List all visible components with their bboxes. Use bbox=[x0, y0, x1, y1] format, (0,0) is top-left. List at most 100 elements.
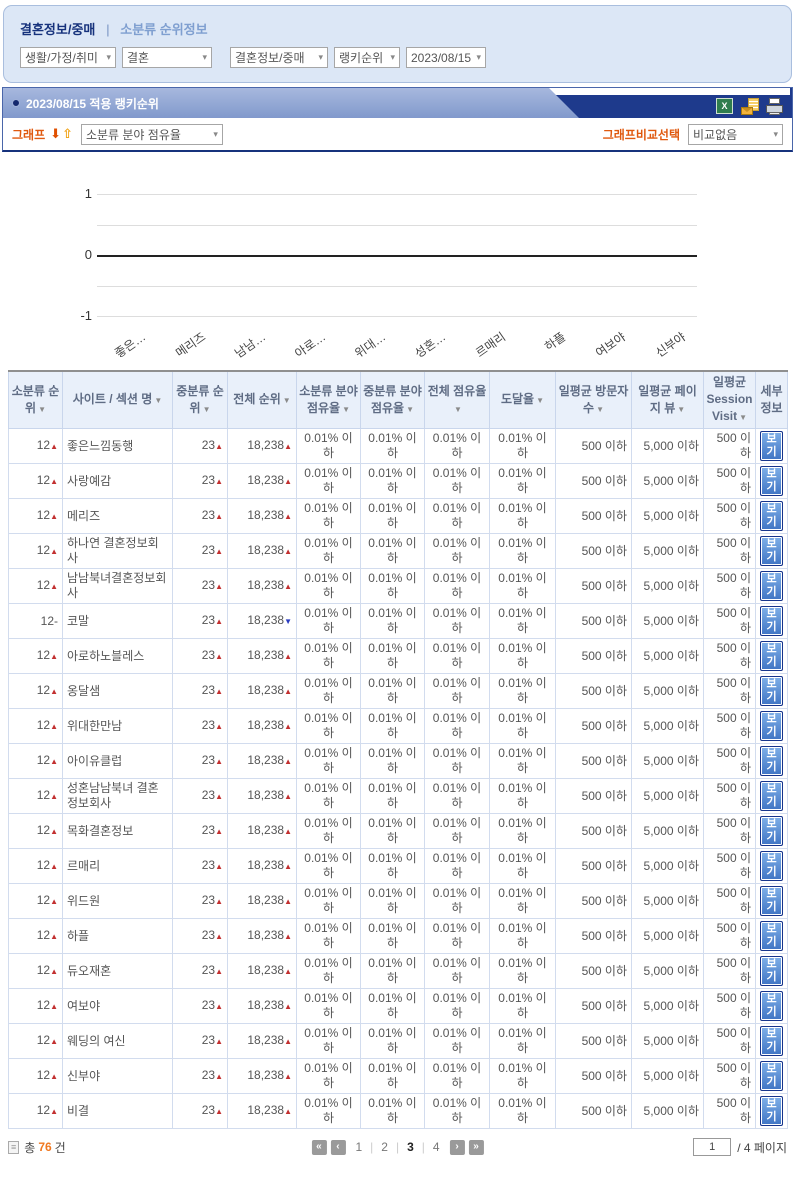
view-detail-button[interactable]: 보기 bbox=[760, 886, 783, 916]
column-header-3[interactable]: 중분류 순위 ▼ bbox=[172, 370, 228, 429]
print-icon[interactable] bbox=[766, 98, 784, 115]
site-name-cell[interactable]: 목화결혼정보 bbox=[62, 813, 173, 849]
daily-visitors-cell: 500 이하 bbox=[555, 988, 632, 1024]
column-header-label: 세부 정보 bbox=[760, 384, 783, 415]
sort-desc-icon[interactable]: ▼ bbox=[536, 396, 545, 405]
view-detail-button[interactable]: 보기 bbox=[760, 781, 783, 811]
view-detail-button[interactable]: 보기 bbox=[760, 851, 783, 881]
filter-select-2[interactable]: 결혼 ▾ bbox=[122, 47, 212, 68]
view-detail-button[interactable]: 보기 bbox=[760, 711, 783, 741]
sort-desc-icon[interactable]: ▼ bbox=[342, 404, 351, 414]
view-detail-button[interactable]: 보기 bbox=[760, 921, 783, 951]
page-number-2[interactable]: 2 bbox=[381, 1140, 388, 1154]
site-name-cell[interactable]: 비결 bbox=[62, 1093, 173, 1129]
excel-icon[interactable]: X bbox=[716, 98, 734, 115]
sort-desc-icon[interactable]: ▼ bbox=[596, 404, 604, 414]
next-page-button[interactable]: › bbox=[449, 1139, 465, 1155]
up-triangle-icon: ▲ bbox=[50, 477, 58, 486]
mail-icon[interactable] bbox=[741, 98, 759, 115]
view-detail-button[interactable]: 보기 bbox=[760, 1061, 783, 1091]
column-header-4[interactable]: 전체 순위 ▼ bbox=[227, 370, 297, 429]
column-header-5[interactable]: 소분류 분야 점유율 ▼ bbox=[296, 370, 361, 429]
sort-asc-arrow-icon[interactable]: ⇧ bbox=[62, 126, 73, 141]
view-detail-button[interactable]: 보기 bbox=[760, 571, 783, 601]
view-detail-button[interactable]: 보기 bbox=[760, 956, 783, 986]
site-name-cell[interactable]: 옹달샘 bbox=[62, 673, 173, 709]
site-name-cell[interactable]: 성혼남남북녀 결혼정보회사 bbox=[62, 778, 173, 814]
column-header-9[interactable]: 일평균 방문자 수 ▼ bbox=[555, 370, 632, 429]
column-header-6[interactable]: 중분류 분야 점유율 ▼ bbox=[360, 370, 425, 429]
prev-page-button[interactable]: ‹ bbox=[330, 1139, 346, 1155]
total-share-cell: 0.01% 이하 bbox=[424, 953, 490, 989]
first-page-button[interactable]: « bbox=[311, 1139, 327, 1155]
view-detail-button[interactable]: 보기 bbox=[760, 816, 783, 846]
site-name-cell[interactable]: 남남북녀결혼정보회사 bbox=[62, 568, 173, 604]
up-triangle-icon: ▲ bbox=[284, 862, 292, 871]
total-rank-cell: 18,238▲ bbox=[227, 918, 297, 954]
site-name-cell[interactable]: 하플 bbox=[62, 918, 173, 954]
total-rank-cell: 18,238▲ bbox=[227, 533, 297, 569]
view-detail-button[interactable]: 보기 bbox=[760, 1026, 783, 1056]
graph-compare-select[interactable]: 비교없음 ▾ bbox=[688, 123, 783, 145]
site-name-cell[interactable]: 코말 bbox=[62, 603, 173, 639]
up-triangle-icon: ▲ bbox=[284, 687, 292, 696]
filter-select-4[interactable]: 랭키순위 ▾ bbox=[334, 47, 400, 68]
sort-desc-icon[interactable]: ▼ bbox=[454, 404, 462, 414]
page-number-input[interactable] bbox=[693, 1138, 732, 1156]
graph-metric-select[interactable]: 소분류 분야 점유율 ▾ bbox=[80, 123, 223, 145]
site-name-cell[interactable]: 웨딩의 여신 bbox=[62, 1023, 173, 1059]
site-name-cell[interactable]: 사랑예감 bbox=[62, 463, 173, 499]
page-number-3[interactable]: 3 bbox=[407, 1140, 414, 1154]
sort-desc-icon[interactable]: ▼ bbox=[739, 413, 748, 422]
column-header-label: 도달율 bbox=[500, 392, 535, 406]
sort-desc-icon[interactable]: ▼ bbox=[406, 404, 415, 414]
total-rank-value: 18,238 bbox=[247, 998, 285, 1012]
site-name-cell[interactable]: 신부야 bbox=[62, 1058, 173, 1094]
filter-select-1[interactable]: 생활/가정/취미 ▾ bbox=[20, 47, 116, 68]
view-detail-button[interactable]: 보기 bbox=[760, 676, 783, 706]
mid-share-cell: 0.01% 이하 bbox=[360, 743, 425, 779]
filter-select-5[interactable]: 2023/08/15 ▾ bbox=[406, 47, 486, 68]
view-detail-button[interactable]: 보기 bbox=[760, 991, 783, 1021]
site-name-cell[interactable]: 위대한만남 bbox=[62, 708, 173, 744]
sort-desc-icon[interactable]: ▼ bbox=[38, 404, 46, 414]
site-name-cell[interactable]: 여보야 bbox=[62, 988, 173, 1024]
sort-desc-icon[interactable]: ▼ bbox=[282, 396, 291, 405]
view-detail-button[interactable]: 보기 bbox=[760, 1096, 783, 1126]
column-header-2[interactable]: 사이트 / 섹션 명 ▼ bbox=[62, 370, 173, 429]
reach-cell: 0.01% 이하 bbox=[489, 638, 556, 674]
filter-select-3[interactable]: 결혼정보/중매 ▾ bbox=[230, 47, 328, 68]
sort-desc-icon[interactable]: ▼ bbox=[202, 404, 211, 414]
total-share-cell: 0.01% 이하 bbox=[424, 498, 490, 534]
site-name-cell[interactable]: 좋은느낌동행 bbox=[62, 428, 173, 464]
site-name-cell[interactable]: 메리즈 bbox=[62, 498, 173, 534]
table-row: 12▲ 위드원 23▲ 18,238▲ 0.01% 이하 0.01% 이하 0.01% 이하… bbox=[8, 883, 788, 919]
column-header-7[interactable]: 전체 점유율 ▼ bbox=[424, 370, 490, 429]
site-name-cell[interactable]: 아이유클럽 bbox=[62, 743, 173, 779]
column-header-10[interactable]: 일평균 페이지 뷰 ▼ bbox=[631, 370, 704, 429]
page-number-1[interactable]: 1 bbox=[355, 1140, 363, 1154]
view-detail-button[interactable]: 보기 bbox=[760, 536, 783, 566]
view-detail-button[interactable]: 보기 bbox=[760, 501, 783, 531]
page-number-4[interactable]: 4 bbox=[432, 1140, 440, 1154]
column-header-8[interactable]: 도달율 ▼ bbox=[489, 370, 556, 429]
site-name-cell[interactable]: 르매리 bbox=[62, 848, 173, 884]
view-detail-button[interactable]: 보기 bbox=[760, 466, 783, 496]
view-detail-button[interactable]: 보기 bbox=[760, 431, 783, 461]
view-detail-button[interactable]: 보기 bbox=[760, 641, 783, 671]
column-header-11[interactable]: 일평균 Session Visit ▼ bbox=[703, 370, 756, 429]
footer: ≡ 총 76 건 «‹ 1 | 2 | 3 | 4 ›» / 4 페이지 bbox=[8, 1136, 787, 1158]
site-name-cell[interactable]: 위드원 bbox=[62, 883, 173, 919]
sort-desc-icon[interactable]: ▼ bbox=[154, 396, 163, 405]
site-name-cell[interactable]: 아로하노블레스 bbox=[62, 638, 173, 674]
detail-cell: 보기 bbox=[755, 813, 788, 849]
site-name-cell[interactable]: 하나연 결혼정보회사 bbox=[62, 533, 173, 569]
mid-rank-cell: 23▲ bbox=[172, 743, 228, 779]
column-header-1[interactable]: 소분류 순위 ▼ bbox=[8, 370, 63, 429]
view-detail-button[interactable]: 보기 bbox=[760, 606, 783, 636]
site-name-cell[interactable]: 듀오재혼 bbox=[62, 953, 173, 989]
last-page-button[interactable]: » bbox=[468, 1139, 484, 1155]
sort-desc-arrow-icon[interactable]: ⬇ bbox=[50, 126, 62, 141]
view-detail-button[interactable]: 보기 bbox=[760, 746, 783, 776]
sort-desc-icon[interactable]: ▼ bbox=[677, 404, 686, 414]
